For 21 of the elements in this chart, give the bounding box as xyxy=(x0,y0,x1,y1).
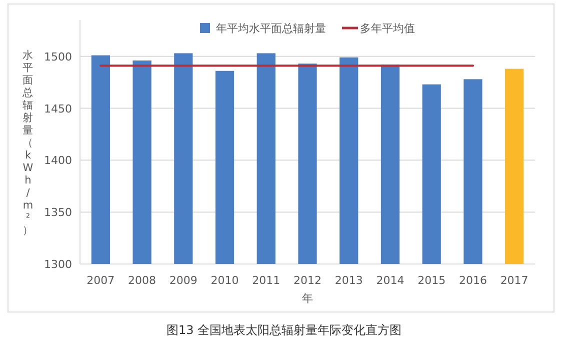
y-tick-label: 1350 xyxy=(44,206,72,220)
x-tick-label: 2016 xyxy=(458,274,487,287)
y-tick-label: 1500 xyxy=(44,50,72,64)
x-tick-label: 2012 xyxy=(294,274,322,287)
x-tick-label: 2015 xyxy=(418,274,446,287)
x-tick-label: 2009 xyxy=(169,274,198,287)
legend-label: 年平均水平面总辐射量 xyxy=(216,22,326,35)
text: 图13 全国地表太阳总辐射量年际变化直方图 xyxy=(166,323,402,337)
x-tick-label: 2010 xyxy=(210,274,239,287)
x-tick-label: 2011 xyxy=(252,274,280,287)
legend-label: 多年平均值 xyxy=(360,22,415,35)
x-tick-label: 2007 xyxy=(86,274,115,287)
text: 水平面总辐射量（kWh/m²） xyxy=(22,50,34,236)
x-tick-label: 2008 xyxy=(128,274,156,287)
x-tick-label: 2014 xyxy=(376,274,404,287)
y-tick-label: 1400 xyxy=(44,154,72,168)
x-axis-title: 年 xyxy=(302,292,313,305)
x-tick-label: 2013 xyxy=(334,274,363,287)
x-tick-label: 2017 xyxy=(500,274,528,287)
y-tick-label: 1450 xyxy=(44,102,72,116)
y-tick-label: 1300 xyxy=(44,258,72,271)
